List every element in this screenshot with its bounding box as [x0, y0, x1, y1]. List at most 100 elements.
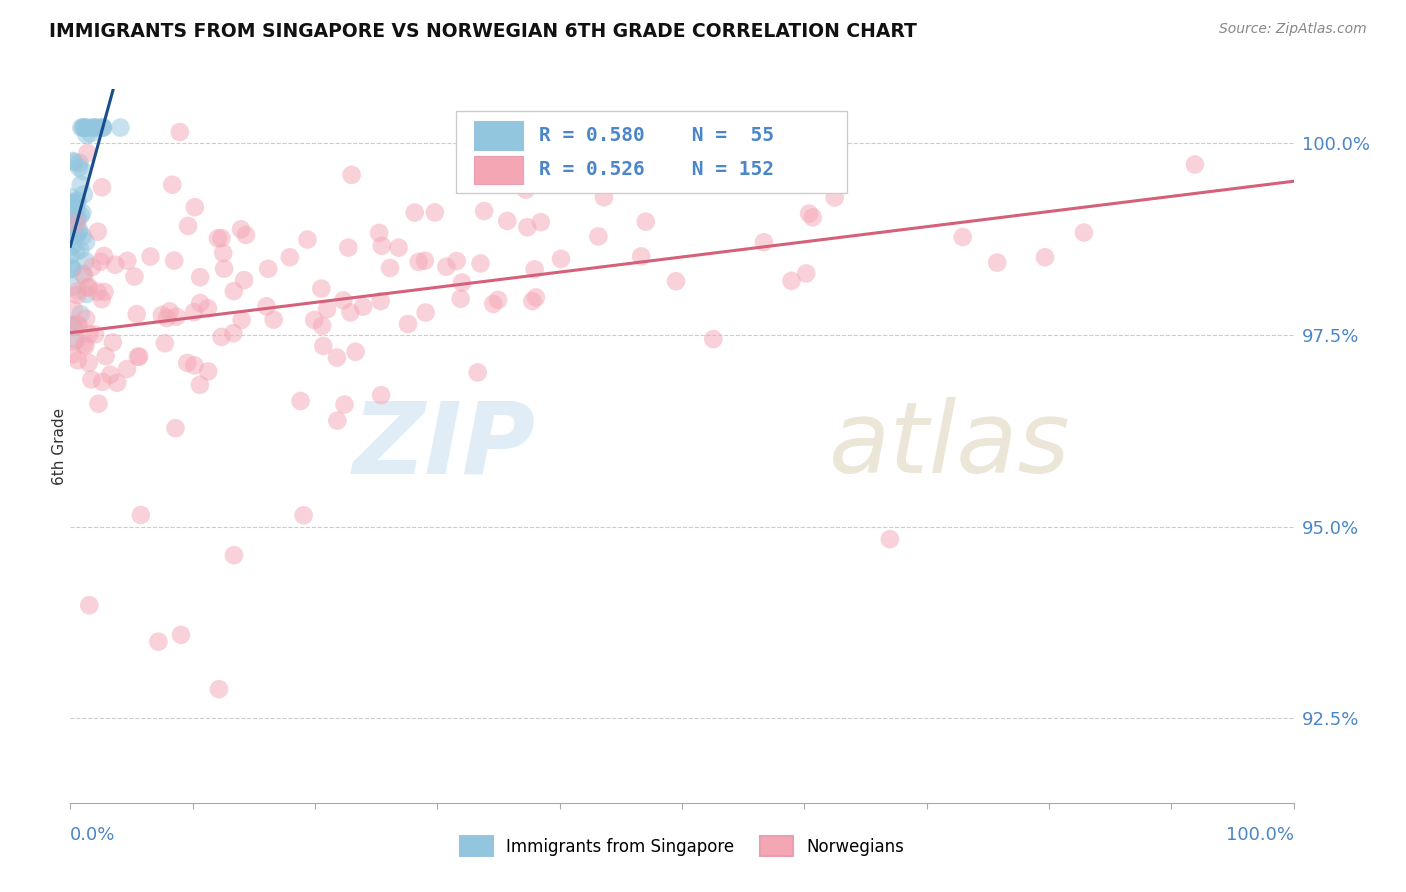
Point	[70, 120, 93, 135]
Point	[1184, 157, 1206, 171]
Point	[84, 120, 107, 135]
Text: Source: ZipAtlas.com: Source: ZipAtlas.com	[1219, 22, 1367, 37]
Point	[73, 268, 96, 283]
Point	[292, 508, 315, 523]
Point	[75, 235, 97, 249]
Y-axis label: 6th Grade: 6th Grade	[52, 408, 66, 484]
Point	[66, 317, 89, 331]
Point	[183, 359, 205, 373]
Point	[344, 344, 367, 359]
Text: 100.0%: 100.0%	[1226, 826, 1294, 844]
Point	[165, 421, 187, 435]
Point	[87, 225, 110, 239]
Point	[184, 200, 207, 214]
Point	[66, 353, 89, 368]
Point	[67, 319, 90, 334]
Point	[66, 216, 89, 230]
Point	[117, 253, 139, 268]
Point	[80, 372, 103, 386]
Point	[177, 219, 200, 233]
Point	[69, 156, 91, 170]
Point	[66, 194, 89, 208]
Point	[801, 211, 824, 225]
Point	[470, 256, 492, 270]
Point	[59, 190, 82, 204]
Point	[415, 305, 437, 319]
Point	[486, 293, 509, 307]
Point	[66, 194, 89, 209]
Point	[522, 294, 544, 309]
Point	[59, 230, 82, 244]
Point	[370, 294, 392, 309]
Point	[66, 212, 89, 227]
Point	[60, 195, 83, 210]
Point	[396, 317, 419, 331]
Point	[62, 212, 84, 227]
Point	[76, 145, 98, 160]
Point	[67, 226, 90, 240]
Point	[371, 239, 394, 253]
Point	[139, 250, 162, 264]
Point	[183, 305, 205, 319]
Point	[212, 246, 235, 260]
Point	[104, 258, 127, 272]
Point	[80, 260, 103, 274]
Point	[482, 297, 505, 311]
Point	[326, 351, 349, 365]
Point	[86, 285, 108, 299]
Point	[101, 335, 124, 350]
Point	[413, 253, 436, 268]
Point	[148, 634, 170, 648]
Point	[77, 279, 100, 293]
Point	[229, 222, 252, 236]
Point	[340, 168, 363, 182]
Point	[702, 332, 724, 346]
Point	[235, 227, 257, 242]
Point	[91, 180, 114, 194]
Point	[290, 394, 312, 409]
Point	[115, 362, 138, 376]
FancyBboxPatch shape	[474, 155, 523, 184]
Point	[67, 223, 90, 237]
Point	[378, 260, 401, 275]
Point	[69, 243, 91, 257]
Point	[337, 241, 360, 255]
Point	[73, 120, 96, 135]
Point	[588, 229, 610, 244]
Point	[91, 120, 114, 135]
Point	[986, 255, 1008, 269]
Point	[794, 267, 817, 281]
Point	[87, 397, 110, 411]
Point	[761, 150, 783, 164]
Point	[780, 174, 803, 188]
Point	[451, 276, 474, 290]
Point	[634, 214, 657, 228]
Point	[188, 270, 211, 285]
Point	[797, 206, 820, 220]
Point	[76, 128, 98, 142]
Point	[90, 292, 112, 306]
Point	[159, 304, 181, 318]
Point	[62, 196, 84, 211]
Point	[77, 356, 100, 370]
Point	[176, 356, 198, 370]
Point	[75, 254, 97, 268]
Point	[75, 339, 97, 353]
Point	[1033, 250, 1056, 264]
Point	[69, 178, 91, 192]
Point	[222, 326, 245, 340]
Point	[75, 311, 97, 326]
Point	[72, 267, 94, 281]
Point	[333, 398, 356, 412]
Point	[408, 255, 430, 269]
Point	[62, 302, 84, 317]
Point	[124, 269, 146, 284]
Point	[436, 260, 458, 274]
Point	[91, 120, 114, 135]
Point	[59, 248, 82, 262]
Point	[197, 364, 219, 378]
Point	[90, 254, 112, 268]
Point	[73, 120, 96, 135]
Point	[208, 682, 231, 697]
Point	[256, 299, 278, 313]
